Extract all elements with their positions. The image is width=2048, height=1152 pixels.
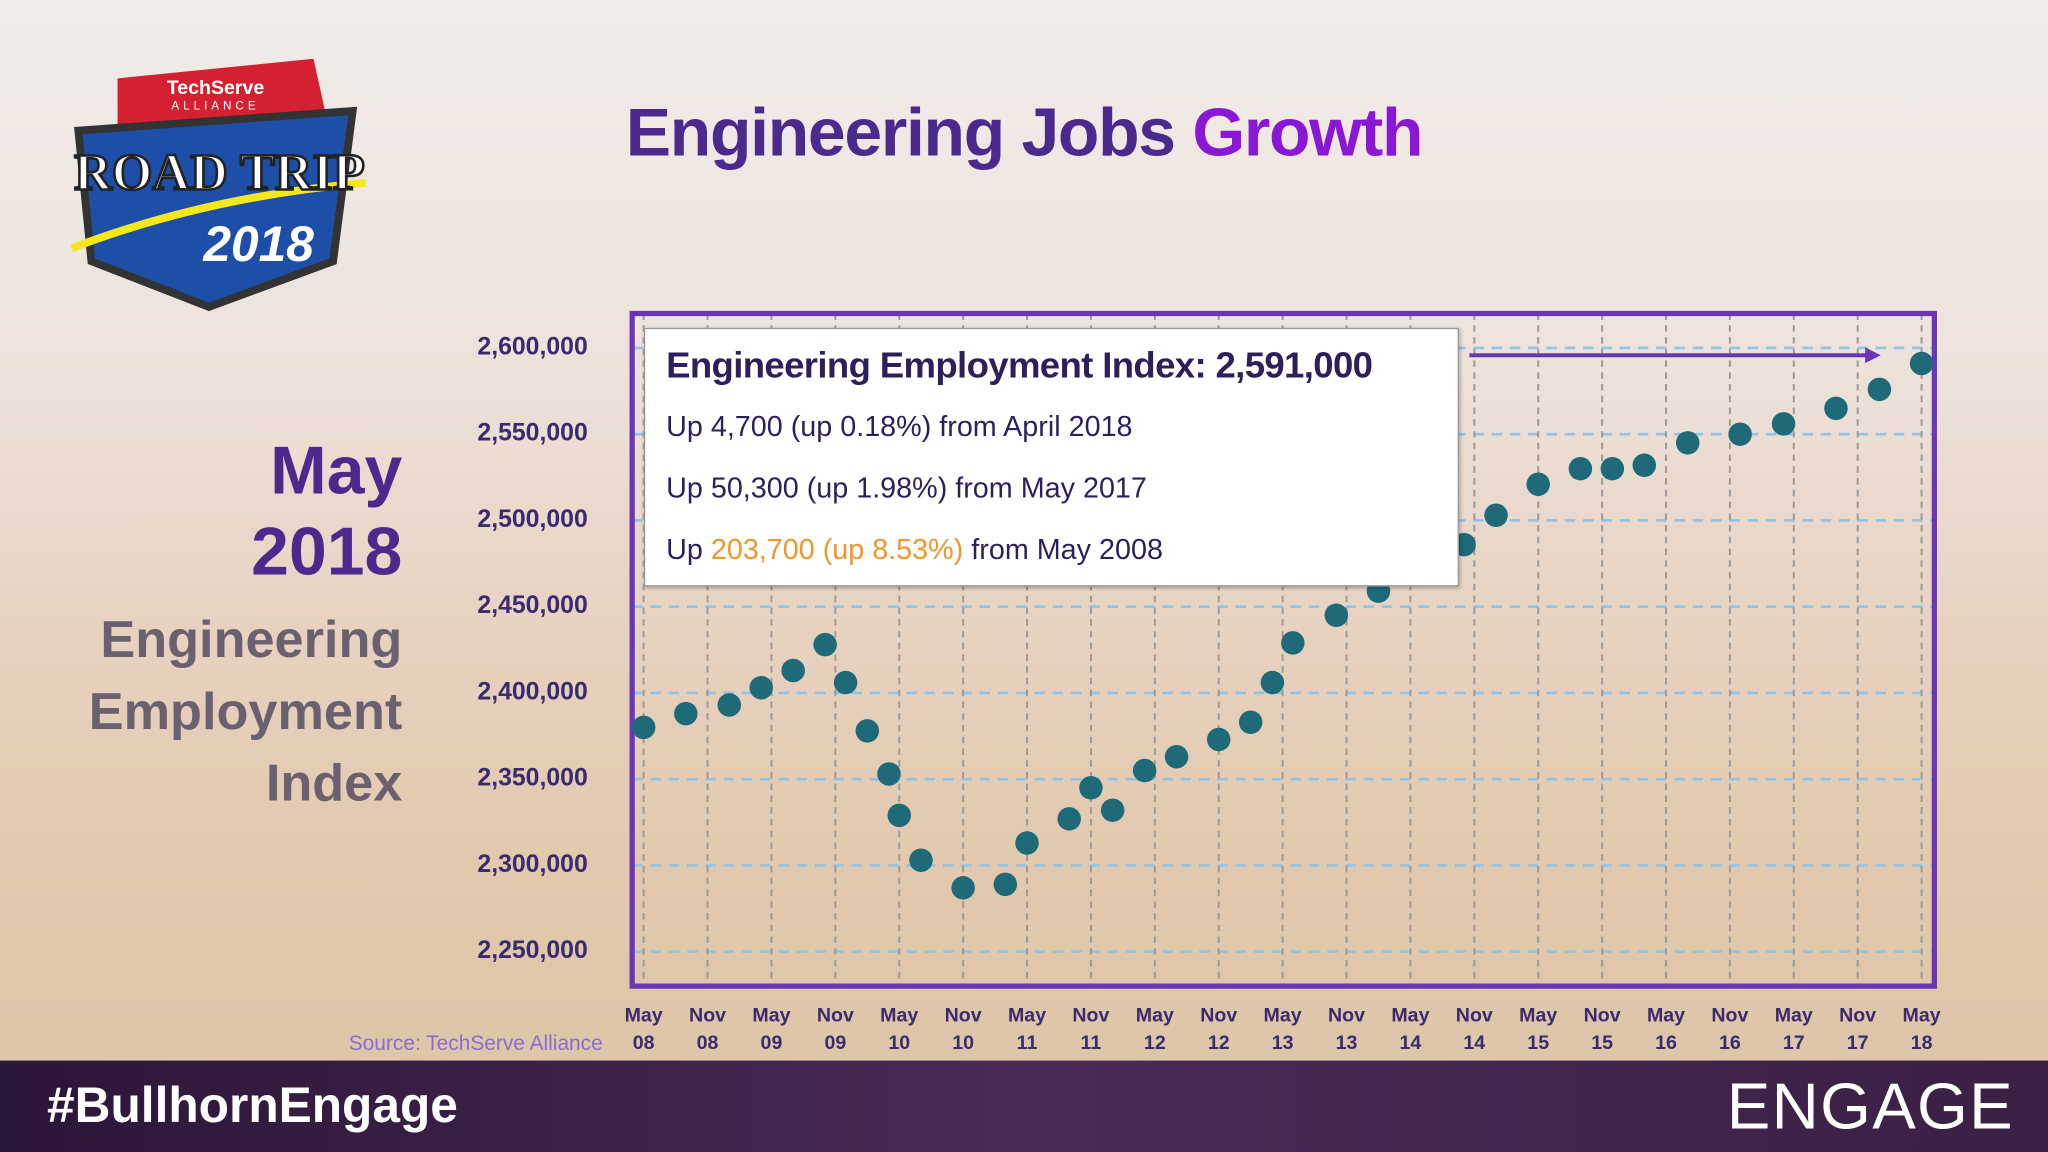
annotation-highlight: 203,700 (up 8.53%) bbox=[710, 532, 964, 566]
x-tick-label: May 14 bbox=[1391, 1004, 1430, 1055]
arrow-head bbox=[1865, 347, 1881, 364]
data-point bbox=[631, 715, 656, 740]
data-point bbox=[1600, 456, 1625, 481]
x-tick-label: May 09 bbox=[752, 1004, 791, 1055]
annotation-text: from May 2008 bbox=[971, 532, 1163, 566]
data-point bbox=[1909, 351, 1934, 376]
data-point bbox=[813, 632, 837, 657]
x-tick-label: May 18 bbox=[1902, 1004, 1941, 1055]
data-point bbox=[1568, 456, 1593, 481]
data-point bbox=[1771, 412, 1796, 436]
data-point bbox=[1079, 776, 1103, 800]
x-tick-label: Nov 13 bbox=[1327, 1004, 1366, 1055]
annotation-line: Up 203,700 (up 8.53%) from May 2008 bbox=[666, 533, 1163, 567]
y-tick-label: 2,400,000 bbox=[477, 678, 587, 705]
x-tick-label: May 10 bbox=[880, 1004, 919, 1055]
data-point bbox=[909, 848, 933, 872]
data-point bbox=[1260, 670, 1285, 695]
logo: TechServe ALLIANCE ROAD TRIP 2018 bbox=[70, 58, 366, 312]
annotation-box: Engineering Employment Index: 2,591,000 … bbox=[643, 327, 1459, 587]
x-tick-label: May 13 bbox=[1263, 1004, 1302, 1055]
x-tick-label: May 17 bbox=[1774, 1004, 1813, 1055]
hashtag: #BullhornEngage bbox=[47, 1078, 458, 1134]
x-tick-label: Nov 08 bbox=[689, 1004, 727, 1055]
data-point bbox=[674, 701, 698, 726]
x-tick-label: Nov 09 bbox=[816, 1004, 854, 1055]
annotation-text: Up bbox=[666, 532, 703, 566]
data-point bbox=[717, 693, 742, 717]
data-point bbox=[781, 658, 805, 683]
logo-brand: TechServe bbox=[167, 77, 265, 99]
footer-brand: ENGAGE bbox=[1726, 1069, 2015, 1143]
data-point bbox=[1281, 631, 1305, 655]
title-highlight: Growth bbox=[1192, 95, 1423, 172]
data-point bbox=[1164, 744, 1189, 769]
x-tick-label: May 15 bbox=[1519, 1004, 1558, 1055]
x-tick-label: Nov 17 bbox=[1839, 1004, 1877, 1055]
data-point bbox=[1728, 422, 1752, 446]
data-point bbox=[1632, 453, 1657, 478]
logo-year: 2018 bbox=[202, 216, 314, 272]
y-tick-label: 2,350,000 bbox=[477, 765, 587, 792]
x-tick-label: Nov 12 bbox=[1200, 1004, 1238, 1055]
x-tick-label: Nov 10 bbox=[944, 1004, 982, 1055]
x-tick-label: Nov 11 bbox=[1072, 1004, 1110, 1055]
x-tick-label: May 08 bbox=[624, 1004, 663, 1055]
data-point bbox=[1324, 603, 1349, 628]
data-point bbox=[1206, 727, 1231, 752]
source: Source: TechServe Alliance bbox=[348, 1033, 603, 1056]
data-point bbox=[749, 675, 773, 700]
annotation-heading: Engineering Employment Index: 2,591,000 bbox=[666, 344, 1373, 386]
data-point bbox=[1057, 807, 1081, 831]
data-point bbox=[887, 803, 912, 828]
data-point bbox=[1824, 396, 1848, 421]
y-tick-label: 2,550,000 bbox=[477, 420, 587, 447]
title: Engineering Jobs Growth bbox=[0, 94, 2048, 172]
x-tick-label: May 11 bbox=[1007, 1004, 1047, 1055]
title-text: Engineering Jobs bbox=[625, 95, 1176, 172]
logo-sub: ALLIANCE bbox=[171, 100, 259, 113]
data-point bbox=[993, 872, 1018, 897]
x-tick-label: Nov 16 bbox=[1711, 1004, 1749, 1055]
data-point bbox=[1526, 472, 1550, 496]
annotation-line: Up 50,300 (up 1.98%) from May 2017 bbox=[666, 471, 1147, 505]
y-tick-label: 2,450,000 bbox=[477, 592, 587, 619]
y-tick-label: 2,600,000 bbox=[477, 334, 587, 361]
data-point bbox=[1867, 377, 1892, 402]
plot-frame bbox=[629, 310, 1937, 989]
annotation-line: Up 4,700 (up 0.18%) from April 2018 bbox=[666, 410, 1133, 443]
side-period: May 2018 bbox=[251, 433, 403, 591]
data-point bbox=[1675, 431, 1700, 455]
footer-bar bbox=[0, 1060, 2048, 1152]
x-tick-label: May 16 bbox=[1646, 1004, 1686, 1055]
data-point bbox=[1132, 758, 1157, 783]
data-point bbox=[951, 876, 975, 900]
side-label: Engineering Employment Index bbox=[88, 611, 403, 813]
logo-name: ROAD TRIP bbox=[74, 143, 365, 201]
y-tick-label: 2,500,000 bbox=[477, 506, 587, 533]
x-tick-label: May 12 bbox=[1135, 1004, 1174, 1055]
data-point bbox=[877, 762, 901, 786]
data-point bbox=[1100, 798, 1125, 822]
data-point bbox=[833, 670, 858, 695]
y-tick-label: 2,250,000 bbox=[477, 937, 587, 964]
data-point bbox=[1238, 710, 1263, 734]
data-point bbox=[855, 719, 880, 743]
x-tick-label: Nov 15 bbox=[1583, 1004, 1621, 1055]
data-point bbox=[1015, 831, 1039, 855]
y-tick-label: 2,300,000 bbox=[477, 851, 587, 878]
data-point bbox=[1484, 503, 1508, 528]
x-tick-label: Nov 14 bbox=[1455, 1004, 1493, 1055]
